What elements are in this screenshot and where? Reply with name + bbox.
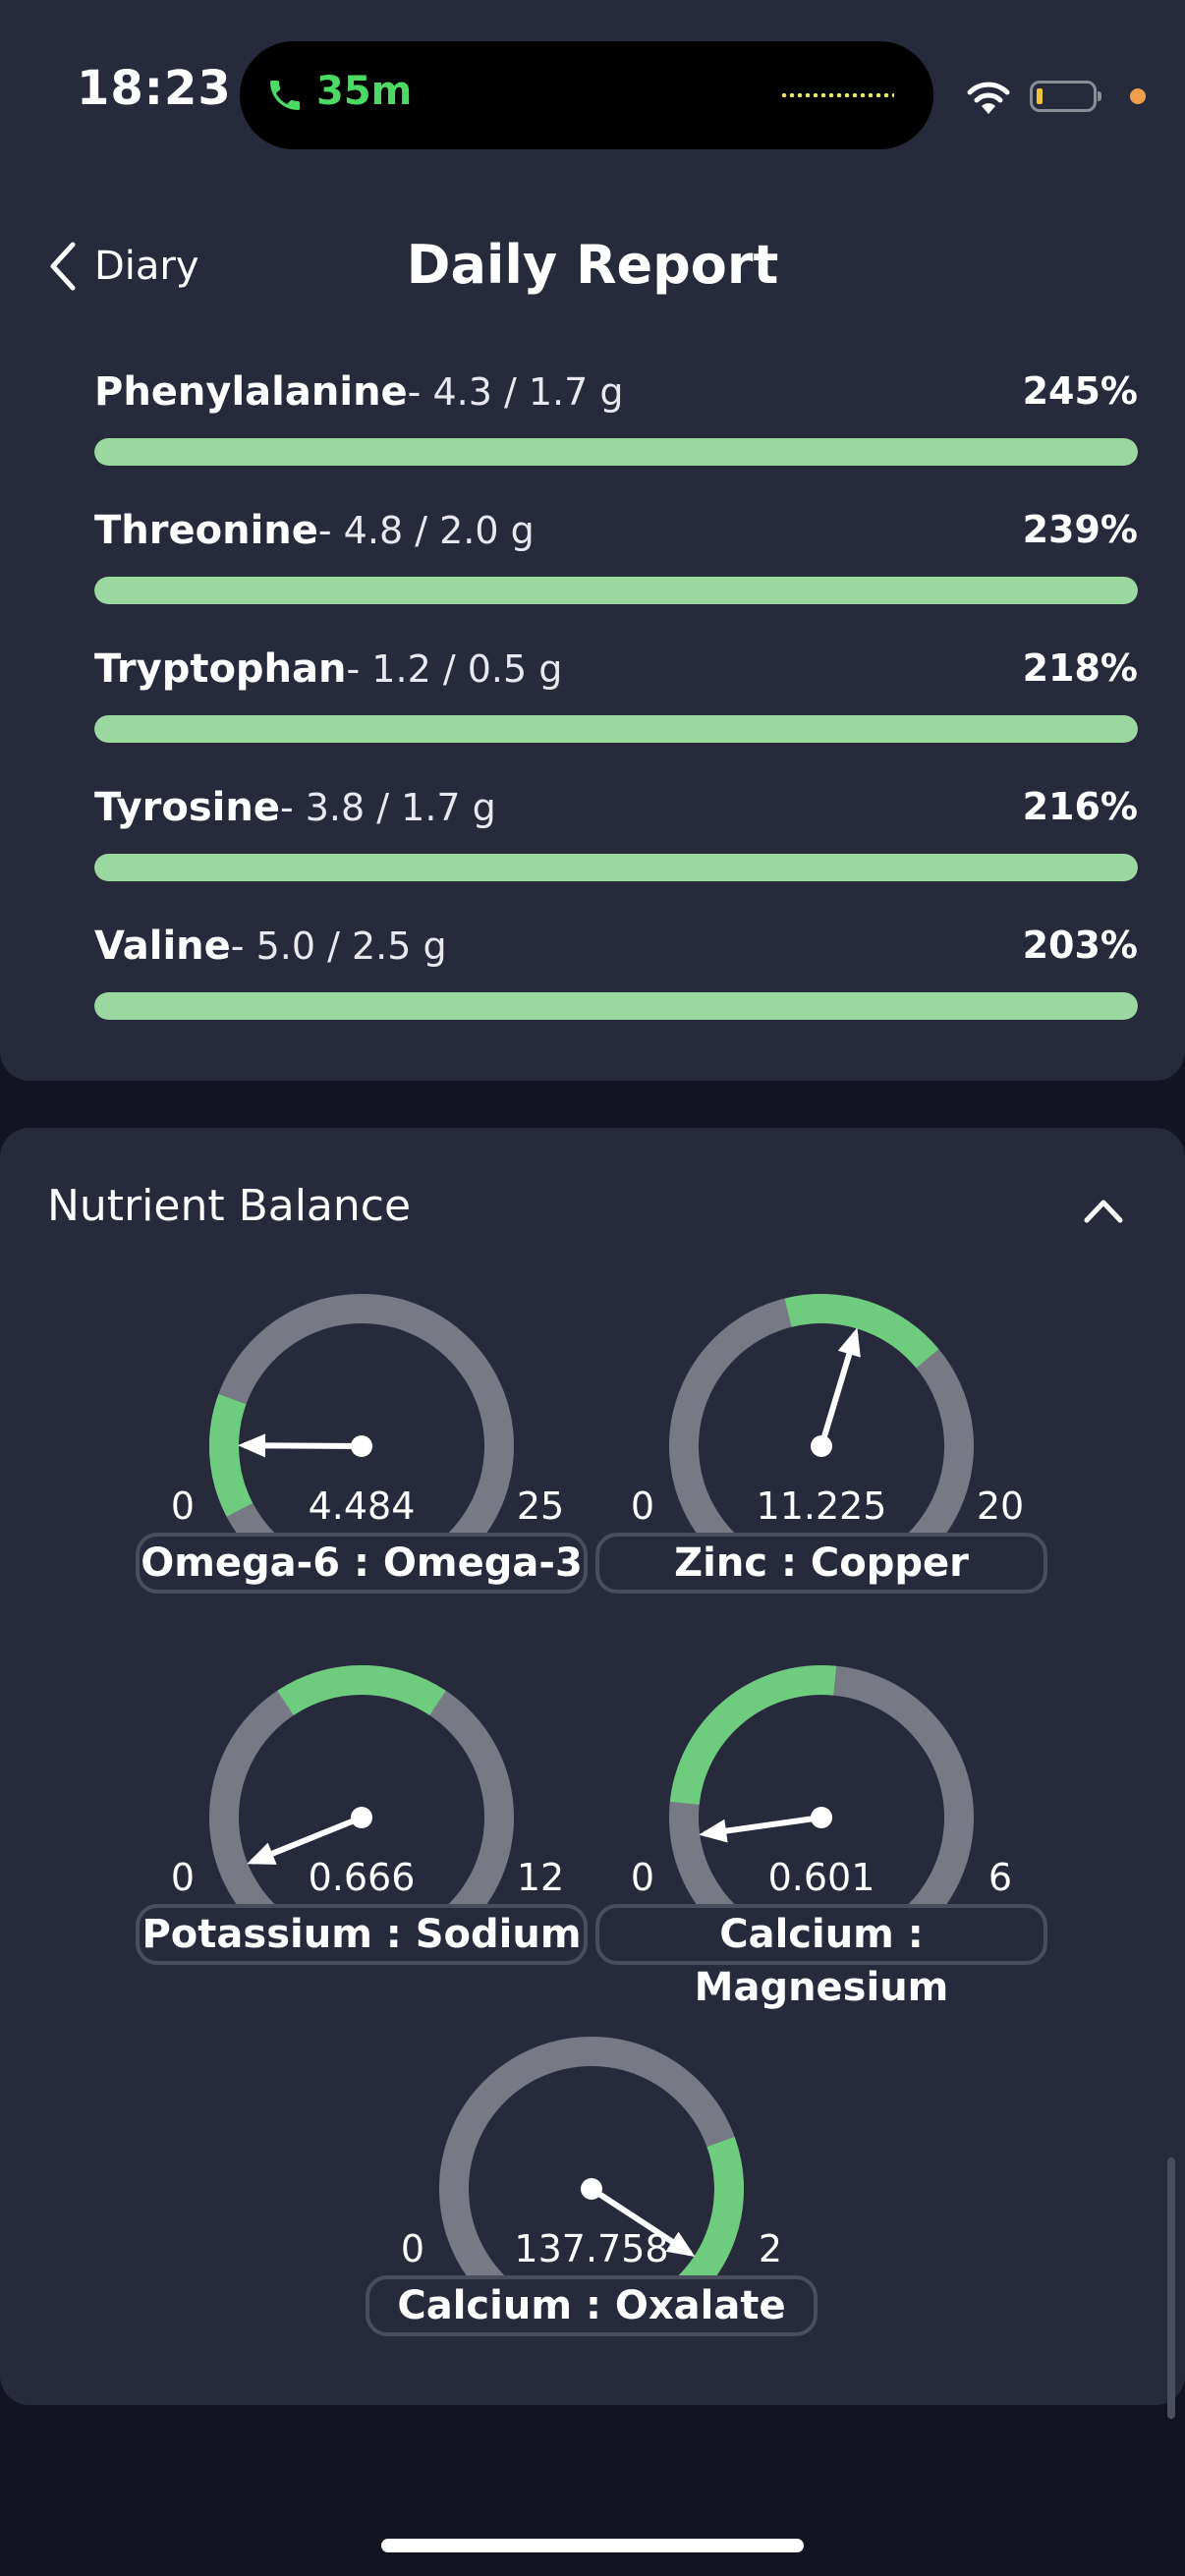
amino-acid-progress-bar (94, 577, 1138, 604)
gauge-value: 137.758 (514, 2227, 668, 2270)
gauge-needle-tip (247, 1842, 277, 1865)
gauge-hub (811, 1807, 832, 1828)
battery-icon-overlay (1030, 81, 1101, 112)
back-label: Diary (94, 244, 199, 289)
amino-acid-row: Tryptophan- 1.2 / 0.5 g 218% (94, 646, 1138, 743)
amino-acid-row: Phenylalanine- 4.3 / 1.7 g 245% (94, 369, 1138, 466)
amino-acid-name: Phenylalanine (94, 369, 408, 415)
back-button[interactable]: Diary (45, 232, 199, 301)
gauge-value: 4.484 (309, 1484, 416, 1528)
gauge-value: 0.601 (768, 1856, 875, 1899)
amino-acid-header: Tryptophan- 1.2 / 0.5 g 218% (94, 646, 1138, 705)
ratio-gauge: 0 4.484 25 Omega-6 : Omega-3 (136, 1289, 588, 1603)
gauge-needle-tip (837, 1327, 861, 1358)
audio-waveform-icon-overlay (780, 93, 894, 97)
gauge-label: Calcium : Oxalate (366, 2275, 818, 2336)
page-title: Daily Report (406, 234, 779, 296)
amino-acid-percent: 216% (1022, 785, 1138, 828)
amino-acids-card (0, 295, 1185, 1081)
amino-acid-progress-bar (94, 715, 1138, 743)
amino-acid-progress-fill (94, 577, 1138, 604)
gauge-min-label: 0 (171, 1856, 195, 1899)
gauge-target-band (277, 1665, 446, 1716)
gauge-max-label: 6 (988, 1856, 1012, 1899)
phone-icon-overlay (270, 81, 300, 110)
gauge-max-label: 25 (517, 1484, 564, 1528)
amino-acid-row: Threonine- 4.8 / 2.0 g 239% (94, 508, 1138, 604)
amino-acid-progress-fill (94, 854, 1138, 881)
amino-acid-progress-fill (94, 992, 1138, 1020)
amino-acid-amount: - 4.3 / 1.7 g (407, 370, 624, 414)
privacy-indicator-overlay (1130, 88, 1146, 104)
scrollbar[interactable] (1167, 2157, 1175, 2419)
amino-acid-name: Valine (94, 924, 231, 969)
gauge-target-band (209, 1393, 254, 1517)
amino-acid-percent: 239% (1022, 508, 1138, 551)
amino-acid-name: Tyrosine (94, 785, 280, 830)
amino-acid-amount: - 5.0 / 2.5 g (230, 924, 447, 968)
gauge-needle-tip (665, 2231, 696, 2257)
gauge-needle-tip (238, 1433, 266, 1458)
gauge-target-band (669, 1665, 837, 1806)
amino-acid-progress-fill (94, 438, 1138, 466)
gauge-hub (811, 1435, 832, 1457)
amino-acid-header: Valine- 5.0 / 2.5 g 203% (94, 924, 1138, 982)
gauge-min-label: 0 (631, 1856, 654, 1899)
amino-acid-header: Phenylalanine- 4.3 / 1.7 g 245% (94, 369, 1138, 428)
ratio-gauge: 0 11.225 20 Zinc : Copper (595, 1289, 1047, 1603)
amino-acid-percent: 218% (1022, 646, 1138, 690)
amino-acid-name: Tryptophan (94, 646, 347, 692)
amino-acid-row: Valine- 5.0 / 2.5 g 203% (94, 924, 1138, 1020)
gauge-min-label: 0 (401, 2227, 424, 2270)
amino-acid-name: Threonine (94, 508, 318, 553)
gauge-target-band (676, 2136, 744, 2277)
ratio-gauge: 0 0.666 12 Potassium : Sodium (136, 1660, 588, 1975)
gauge-dial: 0 0.666 12 (171, 1665, 564, 1906)
gauge-value: 11.225 (757, 1484, 887, 1528)
amino-acid-progress-bar (94, 438, 1138, 466)
ratio-gauge: 0 137.758 2 Calcium : Oxalate (366, 2032, 818, 2346)
amino-acid-percent: 203% (1022, 924, 1138, 967)
gauge-label: Omega-6 : Omega-3 (136, 1533, 588, 1594)
gauge-label: Calcium : Magnesium (595, 1904, 1047, 2010)
gauge-dial: 0 0.601 6 (631, 1665, 1012, 1906)
amino-acid-amount: - 3.8 / 1.7 g (279, 786, 496, 829)
gauge-max-label: 2 (759, 2227, 782, 2270)
gauge-hub (351, 1807, 372, 1828)
gauge-max-label: 20 (977, 1484, 1024, 1528)
gauge-max-label: 12 (517, 1856, 564, 1899)
amino-acid-amount: - 4.8 / 2.0 g (317, 509, 535, 552)
gauge-label: Potassium : Sodium (136, 1904, 588, 1965)
amino-acid-header: Tyrosine- 3.8 / 1.7 g 216% (94, 785, 1138, 844)
amino-acid-progress-fill (94, 715, 1138, 743)
gauge-min-label: 0 (171, 1484, 195, 1528)
call-timer-overlay: 35m (316, 69, 413, 114)
amino-acid-progress-bar (94, 854, 1138, 881)
gauge-dial: 0 4.484 25 (171, 1294, 564, 1535)
gauge-dial: 0 11.225 20 (631, 1294, 1024, 1535)
gauge-min-label: 0 (631, 1484, 654, 1528)
amino-acid-amount: - 1.2 / 0.5 g (346, 647, 563, 691)
nutrient-balance-title: Nutrient Balance (47, 1181, 412, 1231)
gauge-value: 0.666 (309, 1856, 416, 1899)
wifi-icon-overlay (967, 82, 1010, 114)
status-time-overlay: 18:23 (77, 61, 232, 116)
gauge-dial: 0 137.758 2 (401, 2037, 782, 2277)
ratio-gauge: 0 0.601 6 Calcium : Magnesium (595, 1660, 1047, 2010)
chevron-left-icon (50, 242, 76, 291)
amino-acid-percent: 245% (1022, 369, 1138, 413)
amino-acid-header: Threonine- 4.8 / 2.0 g 239% (94, 508, 1138, 567)
gauge-hub (581, 2178, 602, 2200)
home-indicator[interactable] (381, 2539, 804, 2552)
gauge-target-band (784, 1294, 939, 1369)
amino-acid-row: Tyrosine- 3.8 / 1.7 g 216% (94, 785, 1138, 881)
chevron-up-icon[interactable] (1079, 1191, 1128, 1230)
amino-acid-progress-bar (94, 992, 1138, 1020)
gauge-hub (351, 1435, 372, 1457)
gauge-needle-tip (699, 1819, 728, 1843)
gauge-label: Zinc : Copper (595, 1533, 1047, 1594)
